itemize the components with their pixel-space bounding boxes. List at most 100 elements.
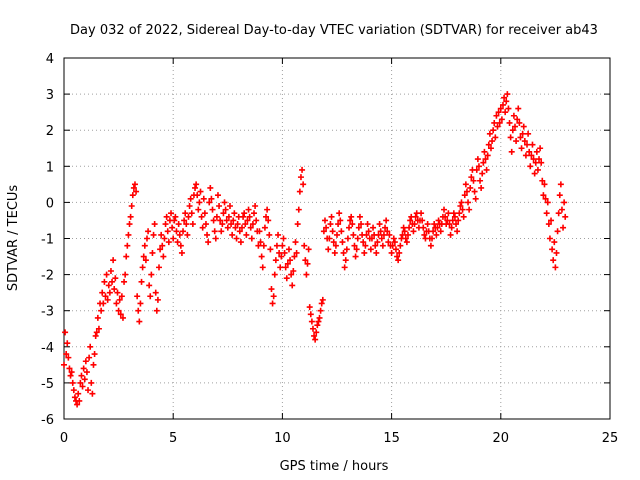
data-point	[347, 217, 354, 224]
data-point	[392, 246, 399, 253]
data-point	[410, 228, 417, 235]
y-tick-label: 1	[46, 160, 54, 175]
data-point	[429, 235, 436, 242]
y-tick-label: -4	[41, 341, 54, 356]
data-point	[318, 300, 325, 307]
data-point	[459, 206, 466, 213]
data-point	[198, 213, 205, 220]
data-point	[260, 242, 267, 249]
data-point	[237, 239, 244, 246]
data-point	[63, 351, 70, 358]
data-point	[236, 228, 243, 235]
data-point	[453, 221, 460, 228]
data-point	[311, 332, 318, 339]
data-point	[161, 235, 168, 242]
data-point	[378, 235, 385, 242]
data-point	[177, 242, 184, 249]
data-point	[303, 271, 310, 278]
data-point	[92, 332, 99, 339]
data-point	[212, 235, 219, 242]
data-point	[489, 138, 496, 145]
data-point	[491, 119, 498, 126]
grid	[64, 58, 610, 419]
data-point	[157, 246, 164, 253]
data-point	[562, 213, 569, 220]
data-point	[434, 224, 441, 231]
data-point	[473, 166, 480, 173]
data-point	[276, 249, 283, 256]
data-point	[456, 210, 463, 217]
data-point	[95, 325, 102, 332]
data-point	[487, 145, 494, 152]
y-tick-label: -1	[41, 233, 54, 248]
data-point	[194, 192, 201, 199]
data-point	[67, 372, 74, 379]
data-point	[497, 105, 504, 112]
data-point	[312, 336, 319, 343]
data-point	[401, 228, 408, 235]
data-point	[447, 231, 454, 238]
data-point	[343, 246, 350, 253]
data-point	[296, 188, 303, 195]
data-point	[327, 221, 334, 228]
data-point	[261, 224, 268, 231]
data-point	[252, 203, 259, 210]
data-point	[525, 130, 532, 137]
data-point	[542, 195, 549, 202]
data-point	[510, 112, 517, 119]
data-point	[495, 109, 502, 116]
data-point	[221, 199, 228, 206]
data-point	[259, 264, 266, 271]
data-point	[294, 221, 301, 228]
data-point	[511, 123, 518, 130]
data-point	[534, 166, 541, 173]
data-point	[147, 293, 154, 300]
data-point	[336, 210, 343, 217]
data-point	[376, 221, 383, 228]
data-point	[395, 257, 402, 264]
data-point	[528, 152, 535, 159]
y-tick-label: -2	[41, 269, 54, 284]
data-point	[112, 275, 119, 282]
data-point	[142, 257, 149, 264]
data-point	[131, 181, 138, 188]
data-point	[540, 192, 547, 199]
data-point	[154, 296, 161, 303]
data-point	[505, 105, 512, 112]
data-point	[199, 224, 206, 231]
data-point	[133, 188, 140, 195]
data-point	[91, 351, 98, 358]
data-point	[80, 365, 87, 372]
data-point	[538, 159, 545, 166]
data-point	[85, 387, 92, 394]
data-point	[245, 206, 252, 213]
data-point	[151, 221, 158, 228]
data-point	[468, 174, 475, 181]
data-point	[475, 163, 482, 170]
data-point	[338, 228, 345, 235]
data-point	[435, 217, 442, 224]
data-point	[109, 278, 116, 285]
data-point	[353, 246, 360, 253]
data-point	[75, 390, 82, 397]
data-point	[183, 221, 190, 228]
data-point	[113, 300, 120, 307]
data-point	[291, 253, 298, 260]
data-point	[279, 242, 286, 249]
data-point	[400, 224, 407, 231]
data-point	[451, 213, 458, 220]
data-point	[355, 224, 362, 231]
data-point	[263, 213, 270, 220]
data-point	[74, 401, 81, 408]
data-point	[316, 314, 323, 321]
data-point	[461, 192, 468, 199]
data-point	[529, 141, 536, 148]
y-tick-label: 0	[46, 196, 54, 211]
data-point	[150, 231, 157, 238]
data-point	[272, 257, 279, 264]
data-point	[182, 210, 189, 217]
data-point	[219, 221, 226, 228]
y-tick-label: 4	[46, 52, 54, 67]
data-point	[531, 170, 538, 177]
data-point	[299, 166, 306, 173]
